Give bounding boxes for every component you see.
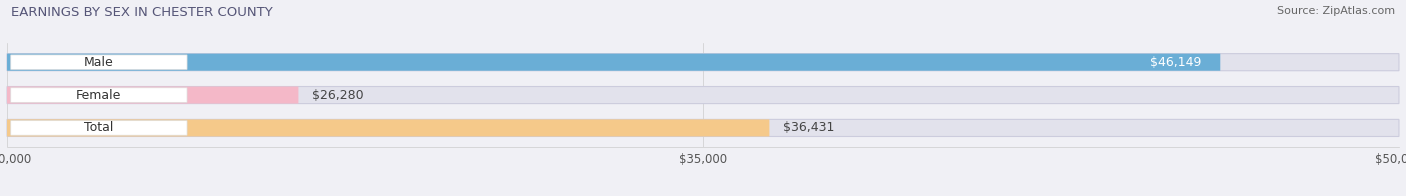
- FancyBboxPatch shape: [11, 55, 187, 69]
- FancyBboxPatch shape: [7, 54, 1399, 71]
- FancyBboxPatch shape: [7, 86, 1399, 104]
- Text: Total: Total: [84, 122, 114, 134]
- Text: $46,149: $46,149: [1150, 56, 1202, 69]
- FancyBboxPatch shape: [11, 88, 187, 102]
- FancyBboxPatch shape: [7, 54, 1220, 71]
- Text: EARNINGS BY SEX IN CHESTER COUNTY: EARNINGS BY SEX IN CHESTER COUNTY: [11, 6, 273, 19]
- FancyBboxPatch shape: [7, 119, 1399, 136]
- Text: $36,431: $36,431: [783, 122, 835, 134]
- FancyBboxPatch shape: [7, 86, 298, 104]
- Text: Female: Female: [76, 89, 121, 102]
- Text: Source: ZipAtlas.com: Source: ZipAtlas.com: [1277, 6, 1395, 16]
- Text: $26,280: $26,280: [312, 89, 364, 102]
- Text: Male: Male: [84, 56, 114, 69]
- FancyBboxPatch shape: [7, 119, 769, 136]
- FancyBboxPatch shape: [11, 121, 187, 135]
